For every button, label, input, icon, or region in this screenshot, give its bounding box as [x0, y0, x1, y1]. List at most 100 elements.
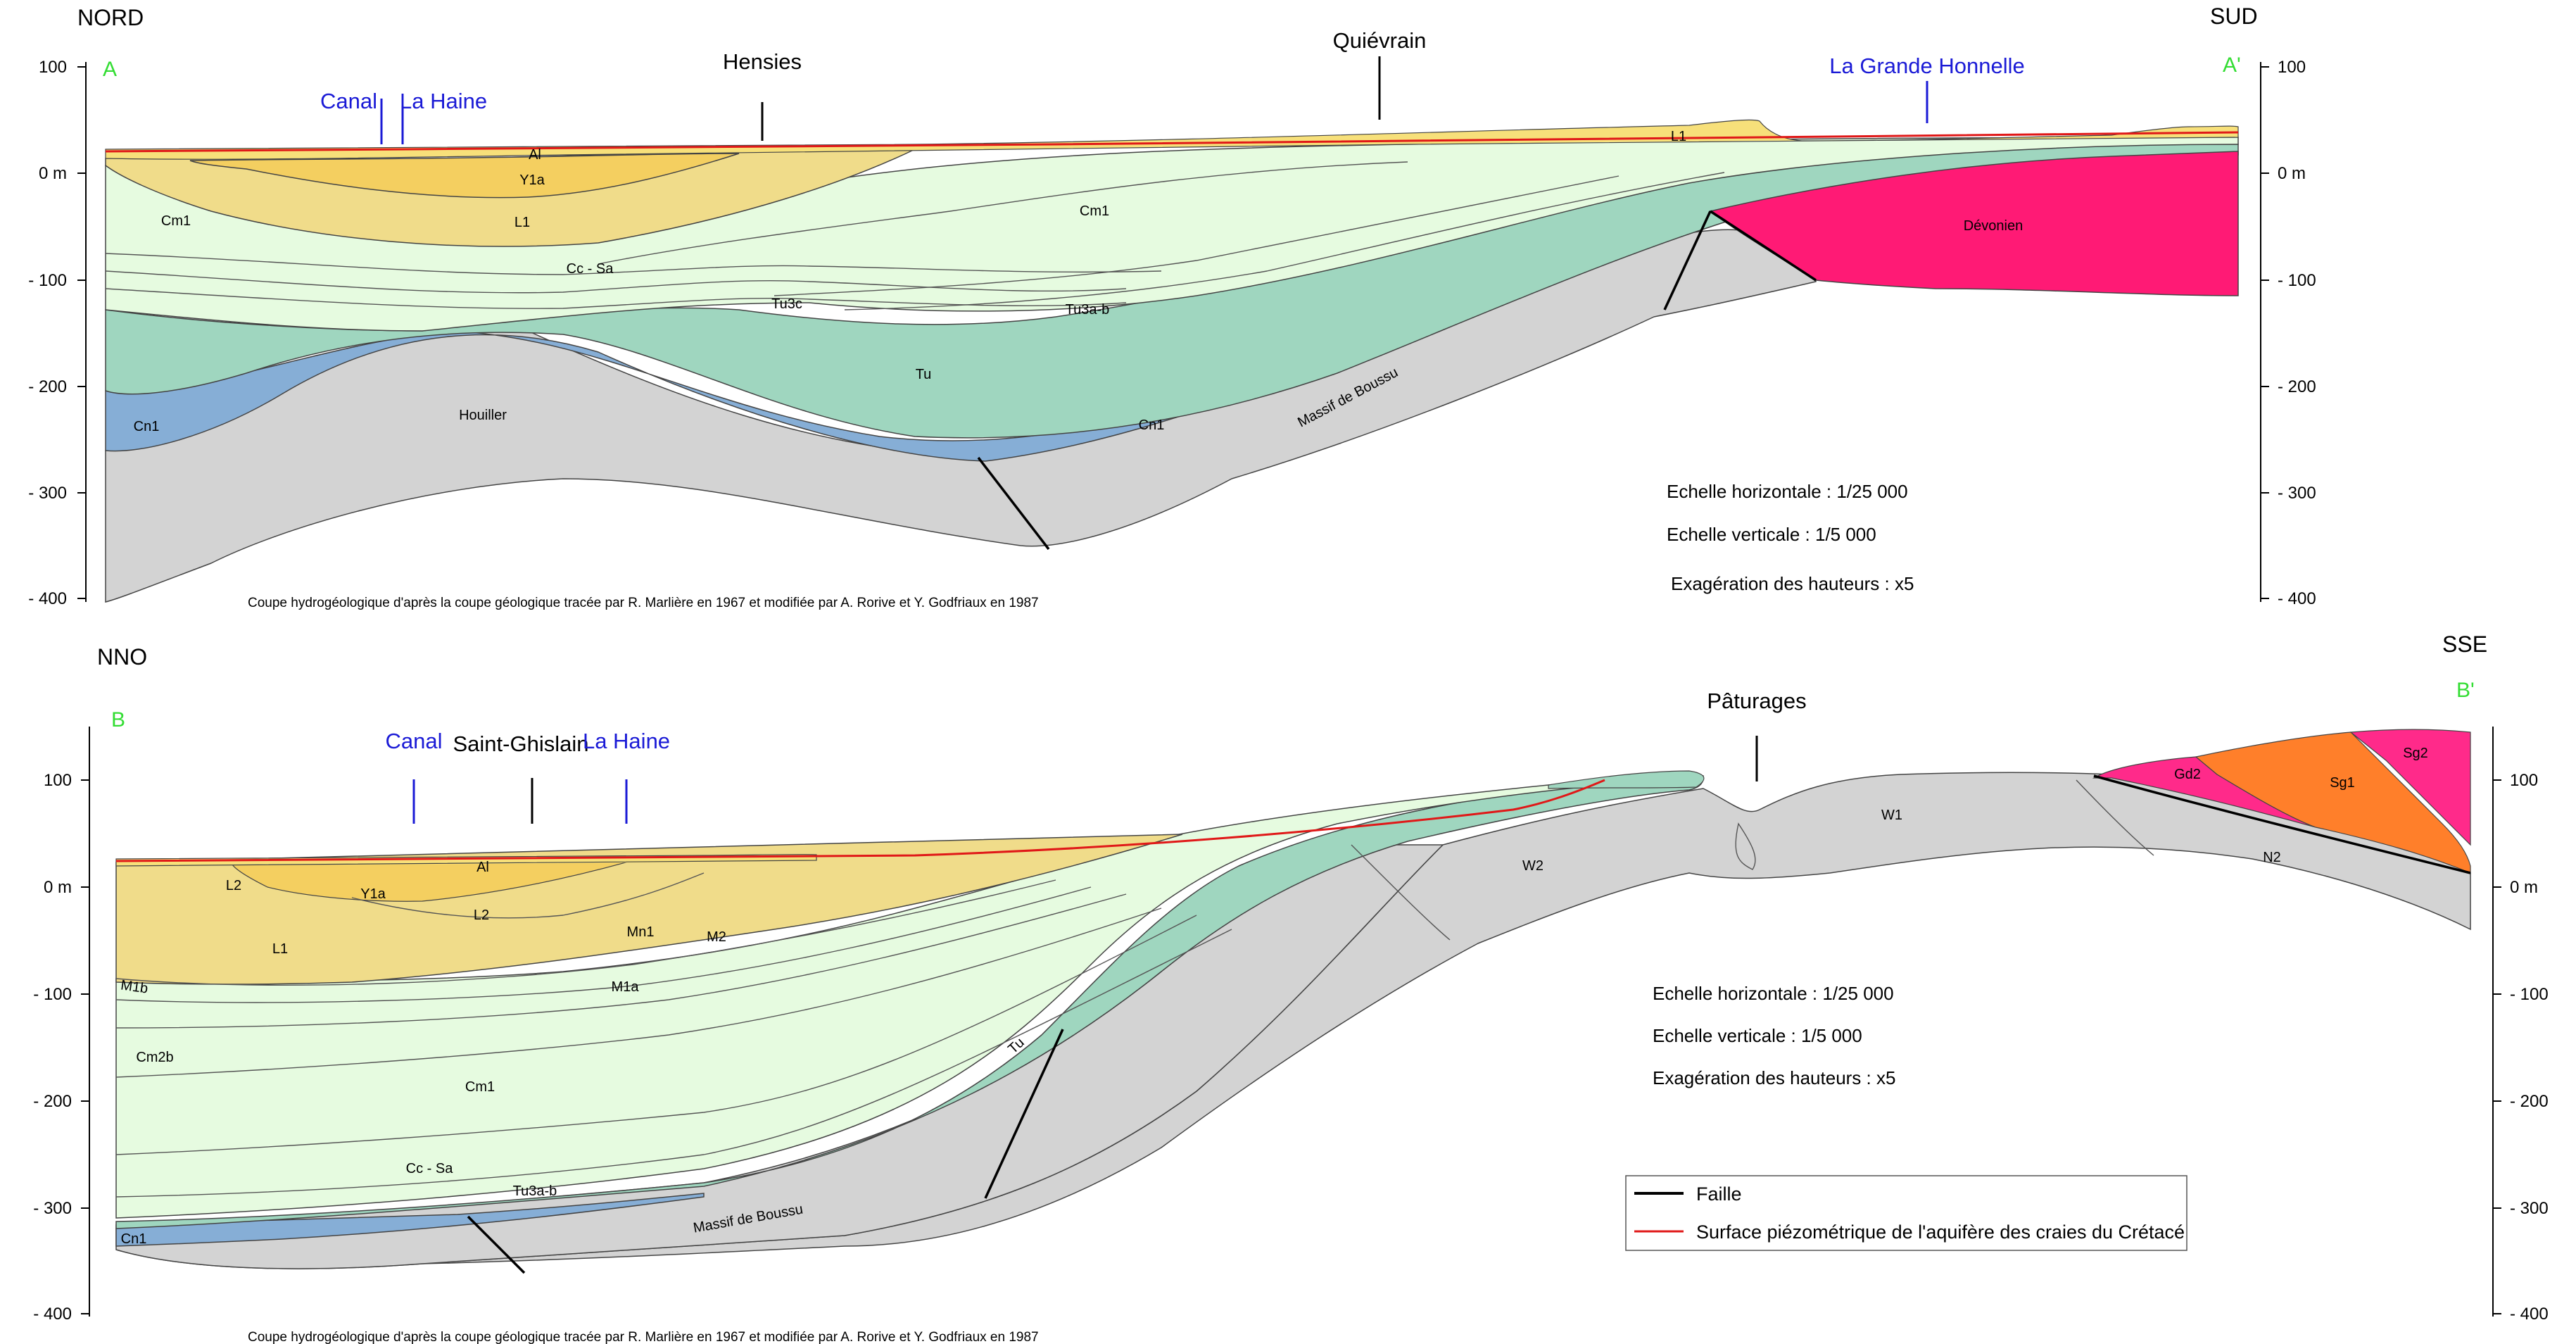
- a-caption: Coupe hydrogéologique d'après la coupe g…: [248, 596, 1039, 610]
- b-scale-horizontal: Echelle horizontale : 1/25 000: [1653, 983, 1894, 1004]
- b-layer-tu-cap: [1548, 771, 1704, 789]
- a-place-quievrain: Quiévrain: [1333, 28, 1427, 53]
- b-unit-cm1: Cm1: [465, 1079, 495, 1095]
- b-water-la-haine: La Haine: [583, 729, 670, 753]
- a-surface-markers: [762, 56, 1379, 141]
- a-unit-tu: Tu: [916, 367, 932, 382]
- a-scale-exaggeration: Exagération des hauteurs : x5: [1671, 573, 1914, 594]
- b-tick-right-4: - 300: [2510, 1199, 2549, 1218]
- a-tick-right-2: - 100: [2278, 271, 2316, 290]
- a-unit-cn1: Cn1: [1139, 417, 1165, 433]
- section-b: 100 0 m - 100 - 200 - 300 - 400 100 0 m …: [33, 632, 2548, 1344]
- a-tick-left-0: 100: [39, 58, 67, 77]
- b-tick-left-2: - 100: [33, 985, 72, 1004]
- a-unit-cm1-left: Cm1: [161, 213, 191, 229]
- a-scale-horizontal: Echelle horizontale : 1/25 000: [1667, 481, 1908, 502]
- a-unit-tu3c: Tu3c: [771, 296, 802, 312]
- a-tick-right-3: - 200: [2278, 377, 2316, 396]
- a-tick-right-4: - 300: [2278, 484, 2316, 503]
- b-tick-left-0: 100: [44, 771, 72, 790]
- b-end-label: B': [2456, 679, 2475, 702]
- b-unit-cn1: Cn1: [121, 1231, 147, 1247]
- a-tick-left-3: - 200: [28, 377, 67, 396]
- b-scale-exaggeration: Exagération des hauteurs : x5: [1653, 1067, 1895, 1088]
- b-unit-tu3ab: Tu3a-b: [513, 1183, 557, 1199]
- b-tick-labels-left: 100 0 m - 100 - 200 - 300 - 400: [33, 771, 72, 1324]
- b-unit-w2: W2: [1522, 858, 1543, 874]
- b-tick-left-5: - 400: [33, 1305, 72, 1324]
- a-unit-houiller: Houiller: [459, 408, 507, 423]
- a-unit-cc-sa: Cc - Sa: [567, 261, 614, 277]
- b-unit-sg2: Sg2: [2403, 746, 2428, 761]
- b-unit-w1: W1: [1881, 808, 1902, 823]
- b-orientation-right: SSE: [2442, 632, 2487, 657]
- a-tick-left-2: - 100: [28, 271, 67, 290]
- a-tick-labels-right: 100 0 m - 100 - 200 - 300 - 400: [2278, 58, 2316, 608]
- b-unit-l2: L2: [474, 907, 489, 923]
- b-tick-right-2: - 100: [2510, 985, 2549, 1004]
- b-orientation-left: NNO: [97, 644, 147, 670]
- b-surface-markers: [532, 736, 1757, 824]
- b-place-paturages: Pâturages: [1707, 689, 1806, 713]
- b-unit-cc-sa: Cc - Sa: [406, 1161, 454, 1176]
- b-unit-al: Al: [476, 860, 489, 875]
- a-unit-tu3ab: Tu3a-b: [1066, 302, 1110, 318]
- legend-fault-label: Faille: [1696, 1183, 1742, 1205]
- a-unit-devonien: Dévonien: [1964, 218, 2023, 234]
- a-tick-labels-left: 100 0 m - 100 - 200 - 300 - 400: [28, 58, 67, 608]
- a-start-label: A: [103, 58, 117, 81]
- a-axis-left: [77, 62, 86, 602]
- b-unit-mn1: Mn1: [627, 924, 655, 940]
- a-scale-vertical: Echelle verticale : 1/5 000: [1667, 524, 1876, 545]
- b-unit-l2-left: L2: [226, 878, 241, 893]
- b-tick-right-5: - 400: [2510, 1305, 2549, 1324]
- b-unit-l1: L1: [272, 941, 288, 957]
- a-unit-l1-right: L1: [1671, 129, 1686, 144]
- b-unit-m1a: M1a: [612, 979, 640, 995]
- a-orientation-left: NORD: [77, 5, 144, 30]
- b-tick-left-3: - 200: [33, 1092, 72, 1111]
- b-unit-gd2: Gd2: [2174, 767, 2201, 782]
- a-water-canal: Canal: [320, 89, 377, 113]
- b-unit-m2: M2: [707, 929, 726, 945]
- b-unit-n2: N2: [2263, 850, 2281, 865]
- a-tick-left-1: 0 m: [39, 164, 67, 183]
- a-unit-y1a: Y1a: [519, 172, 545, 188]
- b-unit-cm2b: Cm2b: [136, 1050, 173, 1065]
- legend-piezo-label: Surface piézométrique de l'aquifère des …: [1696, 1221, 2185, 1243]
- a-unit-cn1-left: Cn1: [134, 419, 160, 434]
- b-axis-right: [2493, 727, 2501, 1317]
- a-orientation-right: SUD: [2210, 4, 2258, 29]
- a-place-hensies: Hensies: [723, 49, 802, 74]
- b-tick-left-1: 0 m: [44, 878, 72, 897]
- a-tick-left-4: - 300: [28, 484, 67, 503]
- a-tick-right-1: 0 m: [2278, 164, 2306, 183]
- b-place-saint-ghislain: Saint-Ghislain: [453, 731, 589, 756]
- a-unit-al: Al: [529, 147, 541, 163]
- a-tick-left-5: - 400: [28, 589, 67, 608]
- b-unit-sg1: Sg1: [2330, 775, 2355, 791]
- b-water-markers: [414, 779, 626, 824]
- b-tick-right-3: - 200: [2510, 1092, 2549, 1111]
- a-axis-right: [2261, 62, 2269, 602]
- b-water-canal: Canal: [386, 729, 443, 753]
- b-tick-right-0: 100: [2510, 771, 2538, 790]
- a-end-label: A': [2223, 54, 2241, 77]
- a-unit-l1: L1: [514, 215, 530, 230]
- a-tick-right-5: - 400: [2278, 589, 2316, 608]
- a-unit-cm1: Cm1: [1080, 203, 1109, 219]
- section-a: 100 0 m - 100 - 200 - 300 - 400 100 0 m …: [28, 4, 2316, 610]
- b-tick-right-1: 0 m: [2510, 878, 2538, 897]
- legend: Faille Surface piézométrique de l'aquifè…: [1626, 1176, 2187, 1250]
- b-scale-vertical: Echelle verticale : 1/5 000: [1653, 1025, 1862, 1046]
- b-tick-left-4: - 300: [33, 1199, 72, 1218]
- b-axis-left: [81, 727, 89, 1317]
- a-water-grande-honnelle: La Grande Honnelle: [1829, 54, 2024, 78]
- b-start-label: B: [111, 708, 125, 731]
- b-caption: Coupe hydrogéologique d'après la coupe g…: [248, 1330, 1039, 1344]
- a-tick-right-0: 100: [2278, 58, 2306, 77]
- b-tick-labels-right: 100 0 m - 100 - 200 - 300 - 400: [2510, 771, 2549, 1324]
- b-unit-y1a: Y1a: [360, 886, 386, 902]
- a-water-la-haine: La Haine: [400, 89, 487, 113]
